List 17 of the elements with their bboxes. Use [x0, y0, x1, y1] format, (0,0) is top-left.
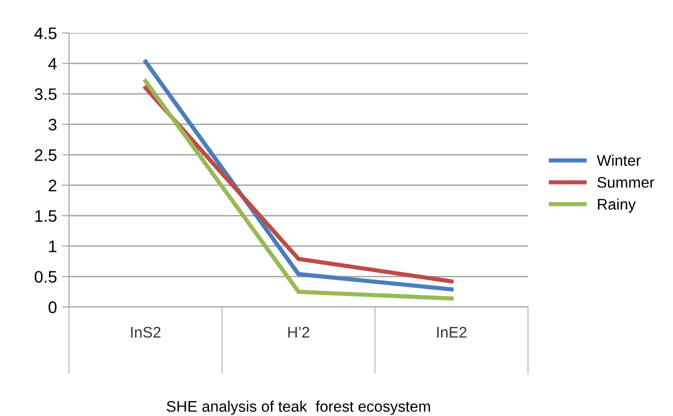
- legend-label: Winter: [596, 154, 641, 166]
- x-tick-label: InE2: [437, 326, 466, 338]
- y-tick-label: 2: [48, 180, 56, 192]
- x-tick-label: InS2: [131, 326, 160, 338]
- y-tick-label: 1.5: [35, 210, 56, 222]
- y-tick-label: 2.5: [34, 149, 56, 161]
- legend-label: Rainy: [598, 198, 636, 213]
- x-axis-title: SHE analysis of teak forest ecosystem: [166, 400, 430, 415]
- y-tick-label: 1: [49, 240, 56, 252]
- y-tick-label: 4: [48, 58, 57, 70]
- y-tick-label: 0: [48, 301, 57, 314]
- y-tick-label: 4.5: [34, 28, 56, 40]
- x-tick-label: H’2: [288, 326, 310, 338]
- y-tick-label: 3.5: [34, 88, 56, 100]
- y-tick-label: 3: [48, 118, 56, 131]
- legend-label: Summer: [597, 176, 654, 188]
- y-tick-label: 0.5: [34, 270, 56, 283]
